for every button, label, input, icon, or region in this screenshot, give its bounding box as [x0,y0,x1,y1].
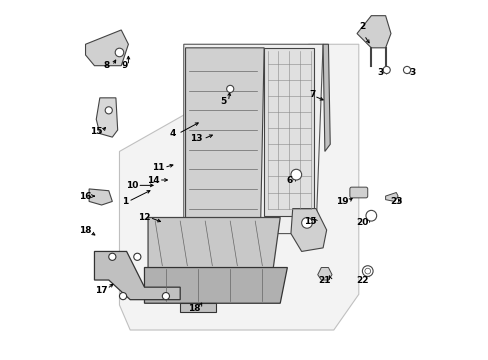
Text: 15: 15 [304,217,316,226]
Circle shape [362,266,372,276]
Polygon shape [148,217,280,269]
Circle shape [365,210,376,221]
Polygon shape [85,30,128,66]
Text: 20: 20 [355,219,368,228]
Text: 19: 19 [336,197,348,206]
Text: 3: 3 [376,68,383,77]
Text: 11: 11 [152,163,164,172]
Polygon shape [290,208,326,251]
Text: 8: 8 [103,61,110,70]
Polygon shape [264,48,313,216]
Text: 13: 13 [190,134,202,143]
Circle shape [105,107,112,114]
Text: 18: 18 [188,304,201,313]
Circle shape [115,48,123,57]
Text: 22: 22 [355,275,368,284]
FancyBboxPatch shape [349,187,367,198]
Polygon shape [96,98,118,137]
Polygon shape [385,193,397,202]
Circle shape [108,253,116,260]
Polygon shape [180,303,216,312]
Circle shape [290,169,301,180]
Text: 17: 17 [95,286,108,295]
Text: 14: 14 [147,176,160,185]
Text: 1: 1 [122,197,128,206]
Circle shape [403,66,410,73]
Text: 15: 15 [90,127,102,136]
Circle shape [134,253,141,260]
Text: 9: 9 [122,61,128,70]
Circle shape [382,66,389,73]
Polygon shape [317,267,331,280]
Text: 21: 21 [318,275,330,284]
Polygon shape [144,267,287,303]
Polygon shape [356,16,390,48]
Polygon shape [94,251,180,300]
Text: 6: 6 [285,176,292,185]
Circle shape [226,85,233,93]
Polygon shape [119,44,358,330]
Circle shape [364,268,370,274]
Text: 7: 7 [308,90,315,99]
Text: 12: 12 [138,213,150,222]
Text: 5: 5 [220,97,226,106]
Text: 3: 3 [408,68,415,77]
Polygon shape [323,44,329,152]
Polygon shape [89,189,112,205]
Text: 10: 10 [125,181,138,190]
Text: 2: 2 [359,22,365,31]
Text: 23: 23 [389,197,402,206]
Circle shape [301,217,312,228]
Text: 18: 18 [79,225,92,234]
Circle shape [119,293,126,300]
Text: 4: 4 [169,129,176,138]
Polygon shape [183,44,323,234]
Text: 16: 16 [79,192,92,201]
Circle shape [162,293,169,300]
Polygon shape [185,48,264,226]
